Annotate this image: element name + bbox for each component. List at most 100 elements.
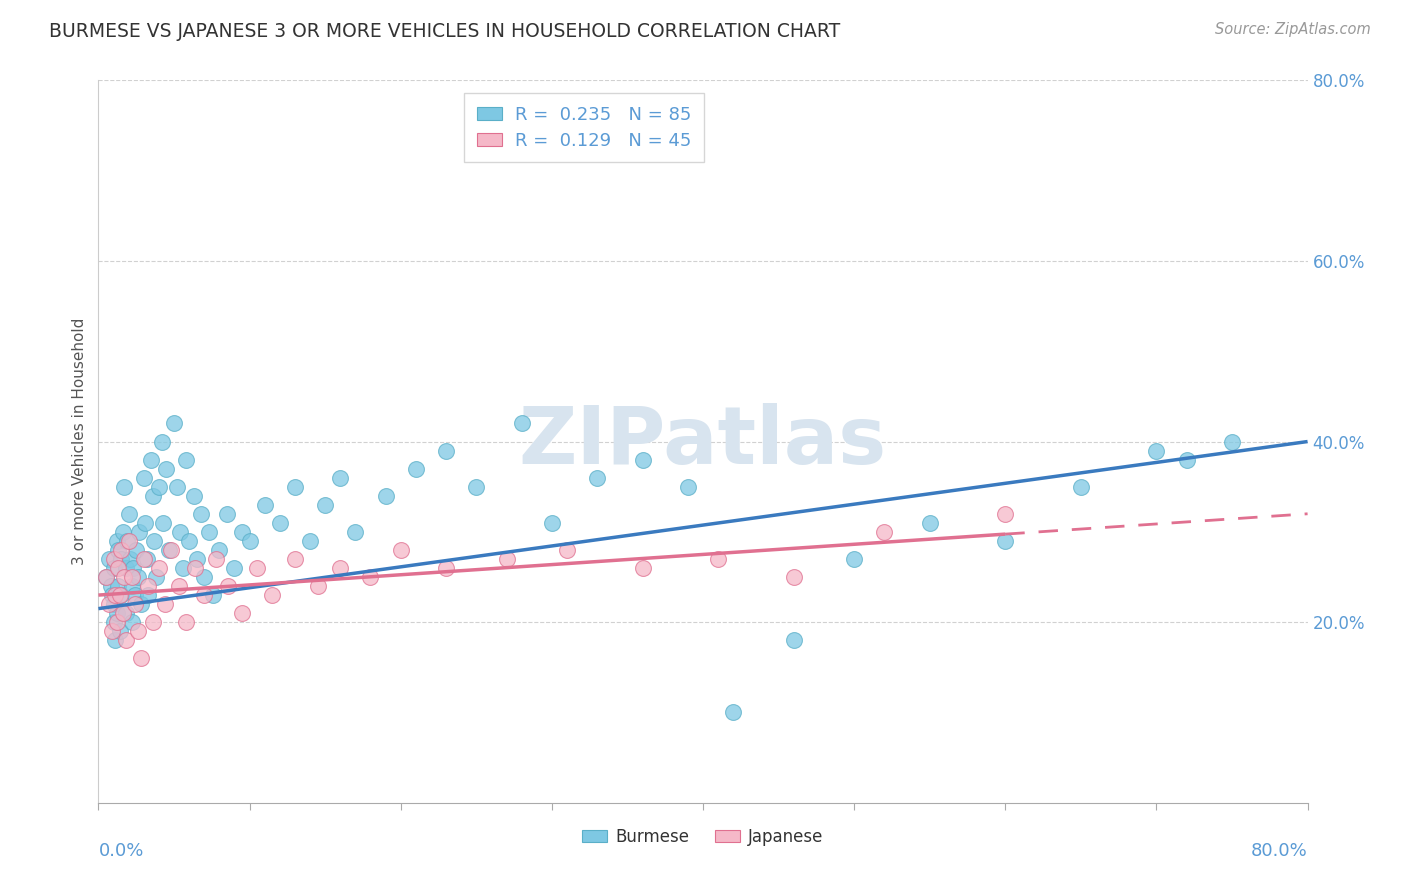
Point (166, 480, 188, 494)
Point (586, 471, 609, 485)
Point (183, 489, 205, 503)
Text: ZIPatlas: ZIPatlas (519, 402, 887, 481)
Point (107, 579, 129, 593)
Point (104, 633, 127, 648)
Point (918, 516, 941, 530)
Point (114, 633, 136, 648)
Point (707, 552, 730, 566)
Point (783, 570, 806, 584)
Point (152, 516, 174, 530)
Point (118, 507, 141, 521)
Point (129, 597, 152, 611)
Point (141, 452, 163, 467)
Point (186, 552, 208, 566)
Point (136, 579, 159, 593)
Point (495, 552, 517, 566)
Point (239, 533, 262, 548)
Point (101, 624, 124, 639)
Point (555, 542, 578, 557)
Point (98, 597, 121, 611)
Point (434, 561, 457, 575)
Point (105, 606, 128, 620)
Point (110, 542, 132, 557)
Point (329, 561, 352, 575)
Point (125, 542, 148, 557)
Point (103, 615, 125, 630)
Point (1175, 452, 1198, 467)
Point (124, 588, 146, 602)
Point (112, 480, 135, 494)
Point (253, 498, 276, 512)
Point (115, 533, 138, 548)
Point (389, 542, 412, 557)
Point (143, 533, 166, 548)
Point (107, 561, 129, 575)
Point (873, 524, 896, 539)
Text: Source: ZipAtlas.com: Source: ZipAtlas.com (1215, 22, 1371, 37)
Point (215, 507, 238, 521)
Point (108, 624, 131, 639)
Point (107, 542, 129, 557)
Point (134, 516, 156, 530)
Point (405, 461, 427, 475)
Point (121, 579, 143, 593)
Point (262, 588, 284, 602)
Point (374, 489, 396, 503)
Point (110, 552, 132, 566)
Point (631, 452, 654, 467)
Point (103, 561, 125, 575)
Point (108, 588, 131, 602)
Point (103, 552, 125, 566)
Point (114, 606, 136, 620)
Point (360, 570, 382, 584)
Point (129, 651, 152, 665)
Point (184, 561, 207, 575)
Point (121, 570, 143, 584)
Point (540, 516, 562, 530)
Point (434, 443, 457, 458)
Point (1220, 434, 1243, 449)
Point (163, 417, 186, 431)
Point (148, 561, 170, 575)
Point (217, 579, 239, 593)
Point (110, 588, 132, 602)
Point (344, 524, 367, 539)
Point (231, 524, 253, 539)
Point (205, 552, 228, 566)
Point (98, 552, 121, 566)
Point (114, 561, 136, 575)
Point (197, 524, 219, 539)
Text: BURMESE VS JAPANESE 3 OR MORE VEHICLES IN HOUSEHOLD CORRELATION CHART: BURMESE VS JAPANESE 3 OR MORE VEHICLES I… (49, 22, 841, 41)
Point (783, 633, 806, 648)
Point (284, 552, 307, 566)
Point (105, 615, 128, 630)
Point (723, 706, 745, 720)
Point (94, 570, 117, 584)
Point (142, 615, 165, 630)
Point (101, 588, 124, 602)
Point (142, 489, 165, 503)
Point (111, 524, 134, 539)
Point (132, 471, 155, 485)
Point (307, 579, 329, 593)
Point (155, 461, 177, 475)
Point (269, 516, 291, 530)
Text: 80.0%: 80.0% (1251, 842, 1308, 860)
Point (120, 552, 142, 566)
Point (329, 471, 352, 485)
Point (128, 524, 150, 539)
Point (104, 588, 127, 602)
Point (118, 533, 141, 548)
Point (202, 588, 225, 602)
Point (150, 434, 173, 449)
Legend: Burmese, Japanese: Burmese, Japanese (576, 821, 830, 852)
Point (167, 579, 190, 593)
Point (208, 542, 231, 557)
Point (676, 480, 699, 494)
Point (224, 561, 246, 575)
Point (124, 597, 146, 611)
Point (121, 615, 143, 630)
Point (136, 588, 159, 602)
Point (1070, 480, 1092, 494)
Point (246, 561, 269, 575)
